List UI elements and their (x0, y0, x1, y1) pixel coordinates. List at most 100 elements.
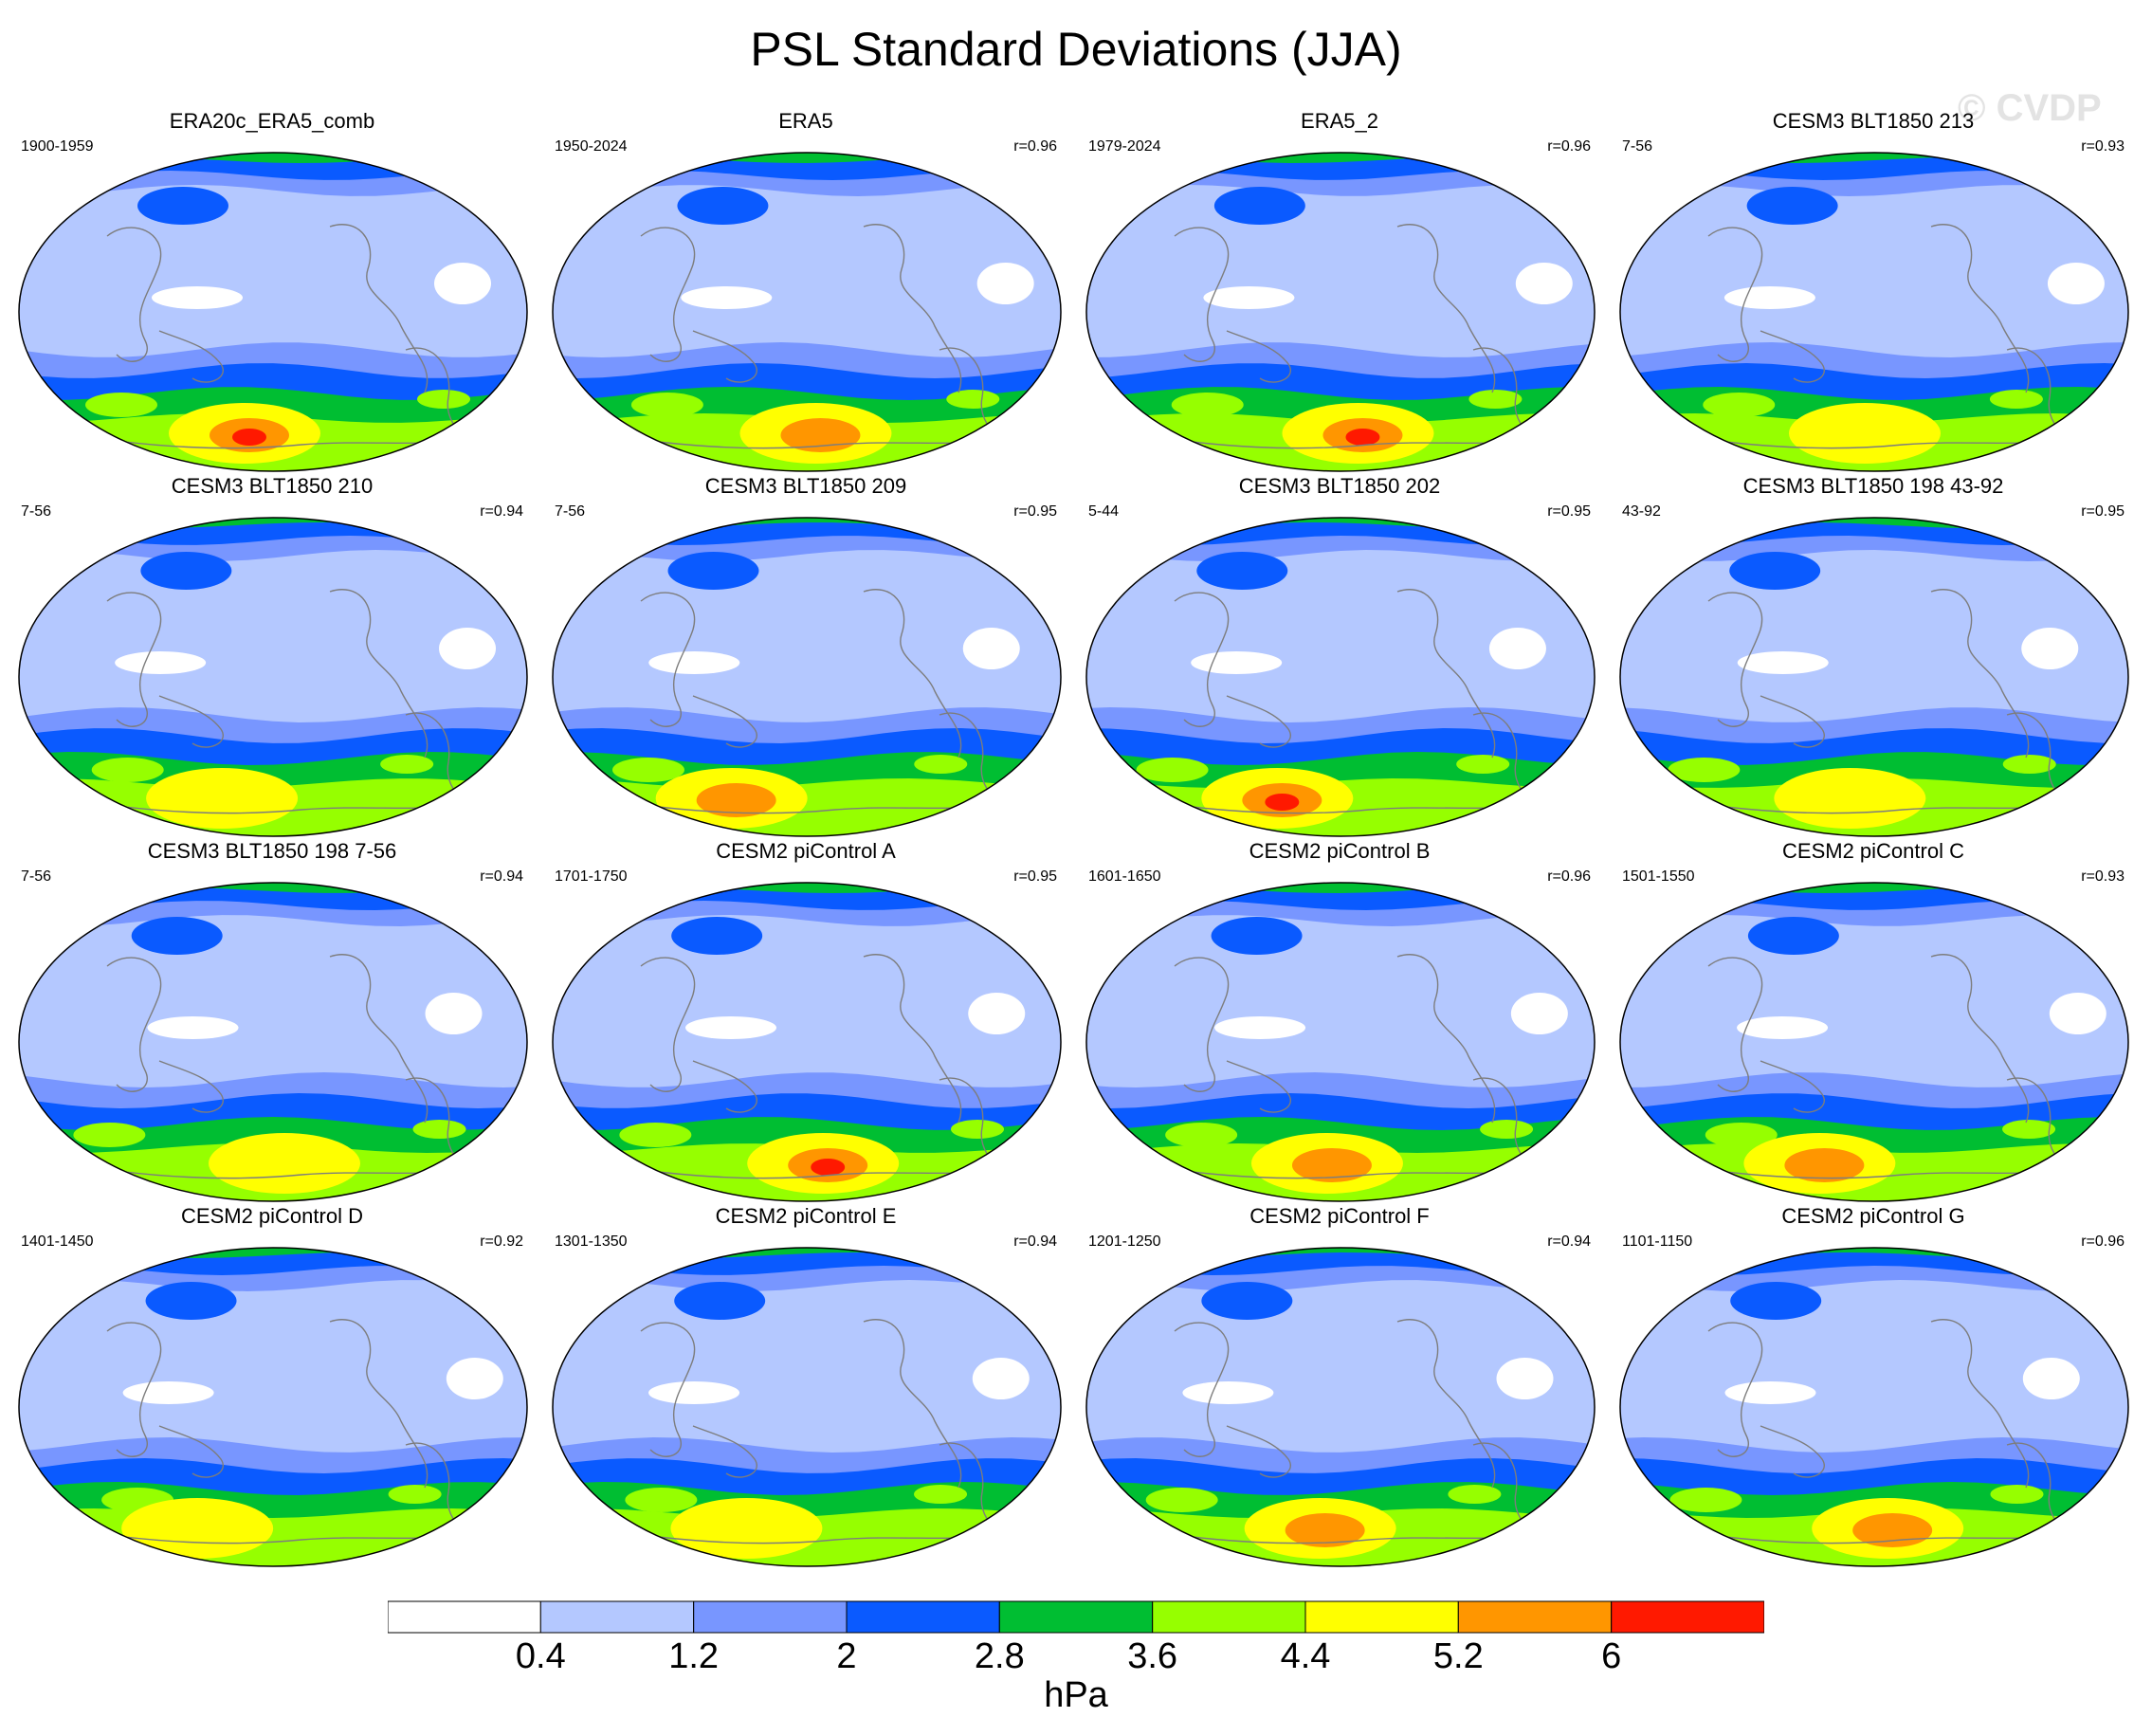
map-panel: ERA5_2 1979-2024 r=0.96 (1073, 109, 1606, 475)
panel-title: CESM2 piControl B (1249, 839, 1431, 863)
panel-pattern-correlation: r=0.95 (1013, 868, 1057, 885)
colorbar-swatch-1 (539, 1600, 695, 1634)
colorbar-swatch-8 (1611, 1600, 1764, 1634)
panel-title: CESM3 BLT1850 209 (704, 474, 907, 498)
panel-pattern-correlation: r=0.94 (480, 868, 523, 885)
panel-years: 7-56 (555, 503, 586, 520)
panel-years: 43-92 (1622, 503, 1661, 520)
panel-years: 1979-2024 (1088, 138, 1161, 155)
panel-title: CESM2 piControl A (716, 839, 896, 863)
panel-title: ERA20c_ERA5_comb (169, 109, 375, 133)
panel-pattern-correlation: r=0.94 (1013, 1233, 1057, 1250)
colorbar-tick-label: 5.2 (1432, 1636, 1484, 1676)
panel-years: 1601-1650 (1088, 868, 1161, 885)
panel-title: CESM2 piControl E (715, 1204, 897, 1228)
panel-title: CESM2 piControl D (181, 1204, 363, 1228)
panel-pattern-correlation: r=0.96 (2081, 1233, 2125, 1250)
panel-title: CESM2 piControl F (1249, 1204, 1430, 1228)
colorbar (388, 1600, 1764, 1634)
panel-pattern-correlation: r=0.95 (1013, 503, 1057, 520)
psl-stddev-map (552, 517, 1062, 837)
panel-years: 7-56 (1622, 138, 1653, 155)
psl-stddev-map (1085, 517, 1596, 837)
panel-pattern-correlation: r=0.95 (1547, 503, 1591, 520)
colorbar-swatch-5 (1152, 1600, 1306, 1634)
psl-stddev-map (18, 152, 528, 472)
panel-pattern-correlation: r=0.96 (1547, 868, 1591, 885)
map-panel: CESM2 piControl G 1101-1150 r=0.96 (1607, 1204, 2140, 1570)
panel-pattern-correlation: r=0.93 (2081, 868, 2125, 885)
colorbar-swatch-6 (1304, 1600, 1459, 1634)
panel-title: CESM3 BLT1850 198 43-92 (1742, 474, 2004, 498)
psl-stddev-map (552, 882, 1062, 1202)
panel-pattern-correlation: r=0.95 (2081, 503, 2125, 520)
panel-title: CESM3 BLT1850 210 (171, 474, 374, 498)
psl-stddev-map (18, 882, 528, 1202)
psl-stddev-map (1085, 1247, 1596, 1567)
panel-years: 7-56 (21, 503, 52, 520)
map-panel: CESM2 piControl B 1601-1650 r=0.96 (1073, 839, 1606, 1205)
map-panel: CESM3 BLT1850 198 43-92 43-92 r=0.95 (1607, 474, 2140, 840)
chart-title: PSL Standard Deviations (JJA) (750, 23, 1402, 76)
map-panel: CESM3 BLT1850 213 7-56 r=0.93 (1607, 109, 2140, 475)
panel-years: 1950-2024 (555, 138, 628, 155)
psl-stddev-map (1085, 152, 1596, 472)
panel-title: CESM3 BLT1850 202 (1238, 474, 1441, 498)
psl-stddev-map (552, 1247, 1062, 1567)
colorbar-swatch-0 (388, 1600, 541, 1634)
colorbar-tick-label: 6 (1601, 1636, 1622, 1676)
map-panel: CESM3 BLT1850 202 5-44 r=0.95 (1073, 474, 1606, 840)
panel-pattern-correlation: r=0.96 (1013, 138, 1057, 155)
psl-stddev-map (1085, 882, 1596, 1202)
colorbar-tick-label: 2 (836, 1636, 857, 1676)
panel-title: CESM2 piControl G (1781, 1204, 1965, 1228)
panel-pattern-correlation: r=0.94 (480, 503, 523, 520)
map-panel: CESM2 piControl C 1501-1550 r=0.93 (1607, 839, 2140, 1205)
panel-title: ERA5_2 (1301, 109, 1378, 133)
colorbar-tick-label: 2.8 (974, 1636, 1025, 1676)
panel-years: 1301-1350 (555, 1233, 628, 1250)
psl-stddev-map (1619, 517, 2129, 837)
panel-years: 1900-1959 (21, 138, 94, 155)
psl-stddev-map (552, 152, 1062, 472)
psl-stddev-map (1619, 152, 2129, 472)
colorbar-swatch-2 (693, 1600, 848, 1634)
colorbar-tick-label: 3.6 (1127, 1636, 1178, 1676)
panel-pattern-correlation: r=0.93 (2081, 138, 2125, 155)
map-panel: CESM2 piControl F 1201-1250 r=0.94 (1073, 1204, 1606, 1570)
map-panel: CESM3 BLT1850 210 7-56 r=0.94 (6, 474, 538, 840)
map-panel: CESM3 BLT1850 209 7-56 r=0.95 (539, 474, 1072, 840)
panel-title: CESM2 piControl C (1782, 839, 1964, 863)
panel-years: 1501-1550 (1622, 868, 1695, 885)
panel-title: ERA5 (778, 109, 833, 133)
psl-stddev-map (18, 517, 528, 837)
colorbar-tick-label: 0.4 (515, 1636, 566, 1676)
cvdp-watermark: © CVDP (1958, 87, 2102, 129)
colorbar-tick-label: 1.2 (668, 1636, 720, 1676)
panel-years: 1401-1450 (21, 1233, 94, 1250)
panel-pattern-correlation: r=0.92 (480, 1233, 523, 1250)
map-panel: CESM2 piControl D 1401-1450 r=0.92 (6, 1204, 538, 1570)
psl-stddev-map (18, 1247, 528, 1567)
panel-years: 1701-1750 (555, 868, 628, 885)
panel-title: CESM3 BLT1850 198 7-56 (147, 839, 397, 863)
psl-stddev-map (1619, 882, 2129, 1202)
panel-pattern-correlation: r=0.96 (1547, 138, 1591, 155)
colorbar-tick-label: 4.4 (1280, 1636, 1331, 1676)
map-panel: CESM3 BLT1850 198 7-56 7-56 r=0.94 (6, 839, 538, 1205)
colorbar-swatch-3 (846, 1600, 1000, 1634)
map-panel: CESM2 piControl E 1301-1350 r=0.94 (539, 1204, 1072, 1570)
colorbar-swatch-7 (1457, 1600, 1613, 1634)
map-panel: ERA20c_ERA5_comb 1900-1959 (6, 109, 538, 475)
panel-years: 7-56 (21, 868, 52, 885)
panel-pattern-correlation: r=0.94 (1547, 1233, 1591, 1250)
colorbar-swatch-4 (998, 1600, 1154, 1634)
colorbar-units: hPa (1044, 1675, 1108, 1715)
map-panel: ERA5 1950-2024 r=0.96 (539, 109, 1072, 475)
psl-stddev-map (1619, 1247, 2129, 1567)
map-panel: CESM2 piControl A 1701-1750 r=0.95 (539, 839, 1072, 1205)
panel-years: 5-44 (1088, 503, 1120, 520)
panel-years: 1101-1150 (1622, 1233, 1693, 1250)
panel-title: CESM3 BLT1850 213 (1772, 109, 1975, 133)
